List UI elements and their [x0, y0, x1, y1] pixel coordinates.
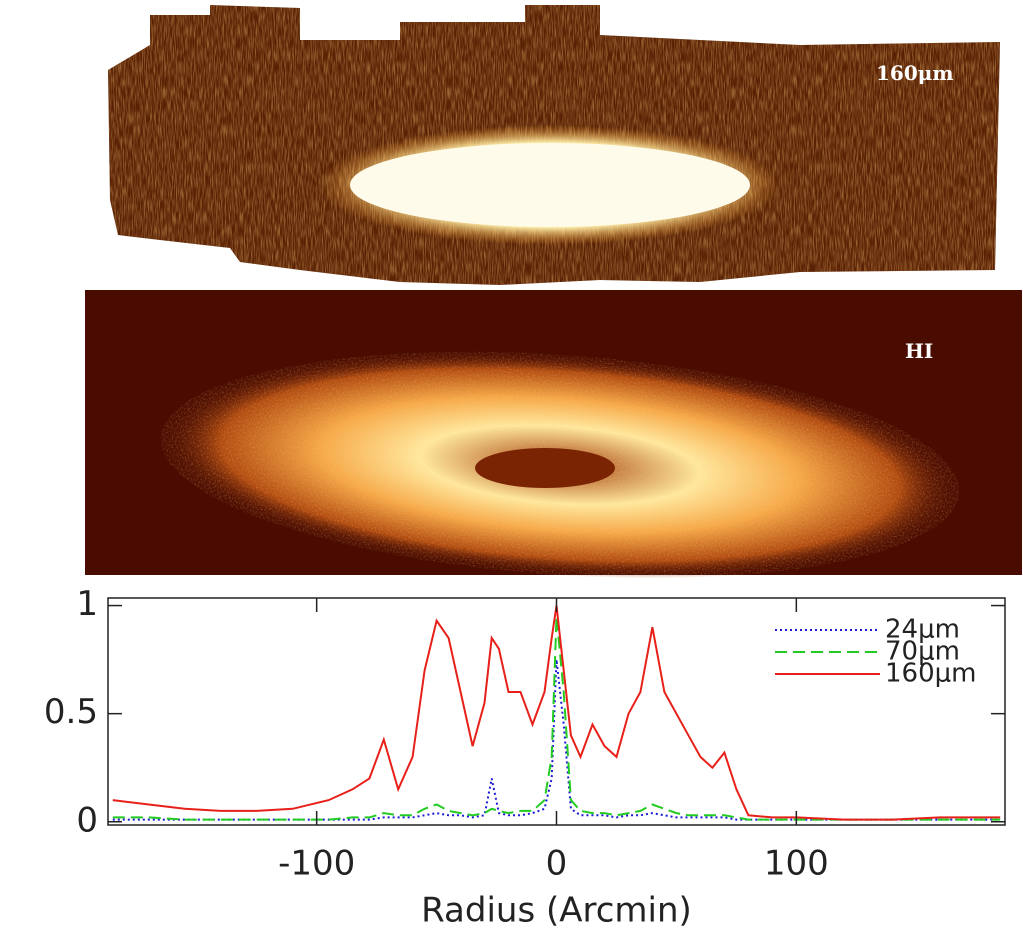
x-tick-label: -100	[278, 844, 355, 884]
hi-hole	[475, 448, 615, 488]
galaxy-disk	[350, 143, 750, 227]
line-series	[112, 605, 1001, 821]
x-tick-label: 100	[764, 844, 829, 884]
legend-label: 160μm	[885, 659, 977, 689]
legend-label: 70μm	[885, 637, 960, 667]
x-axis-label: Radius (Arcmin)	[421, 891, 692, 931]
y-tick-label: 0	[76, 800, 98, 840]
x-tick-label: 0	[546, 844, 568, 884]
line-series	[112, 659, 1001, 821]
image-160um: 160μm	[108, 5, 1000, 285]
line-series	[112, 616, 1001, 821]
image-hi: HI	[85, 290, 1022, 579]
y-tick-label: 1	[76, 584, 98, 624]
y-tick-label: 0.5	[44, 692, 98, 732]
image-label: HI	[905, 339, 933, 363]
image-label: 160μm	[876, 61, 954, 85]
legend-label: 24μm	[885, 615, 960, 645]
